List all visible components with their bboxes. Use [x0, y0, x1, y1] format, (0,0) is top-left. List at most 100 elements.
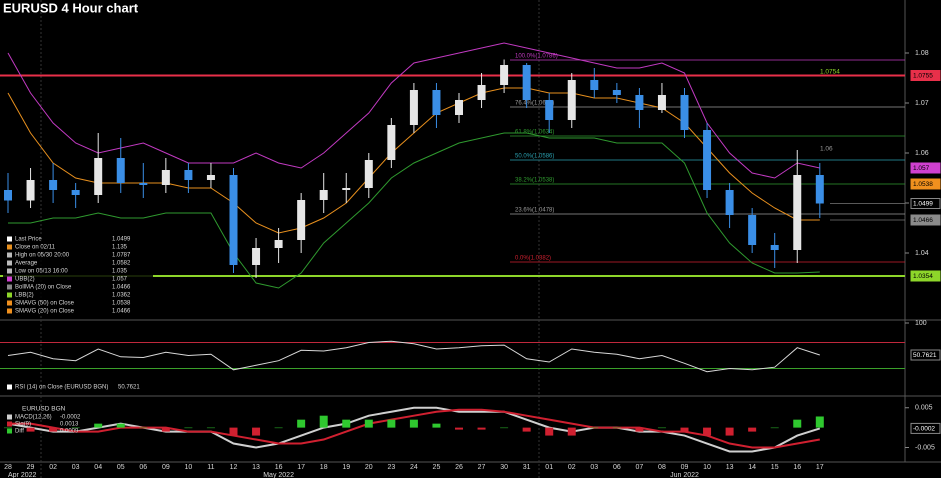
- fib-label: 61.8%(1.0634): [515, 130, 554, 136]
- fib-label: 38.2%(1.0538): [515, 178, 554, 184]
- legend-swatch: [7, 276, 12, 282]
- histogram-bar: [49, 427, 58, 432]
- candle-body: [252, 248, 261, 265]
- price-tag: 1.0466: [913, 217, 933, 224]
- chart-title: EURUSD 4 Hour chart: [3, 0, 139, 15]
- candle-body: [184, 170, 193, 180]
- x-tick-label: 10: [703, 464, 711, 471]
- legend-swatch: [7, 244, 12, 250]
- candle-body: [612, 90, 621, 95]
- x-tick-label: 17: [816, 464, 824, 471]
- histogram-bar: [748, 427, 757, 432]
- x-tick-label: 02: [49, 464, 57, 471]
- histogram-bar: [612, 427, 621, 429]
- legend-swatch: [7, 421, 12, 427]
- legend-value: 0.0009: [60, 429, 79, 435]
- candle-body: [116, 158, 125, 183]
- legend-swatch: [7, 236, 12, 242]
- x-tick-label: 11: [207, 464, 214, 471]
- legend-value: 1.0362: [112, 293, 131, 299]
- candle-body: [94, 158, 103, 195]
- histogram-bar: [387, 419, 396, 428]
- x-tick-label: 29: [27, 464, 35, 471]
- histogram-bar: [793, 419, 802, 428]
- price-tag-box: [910, 349, 941, 361]
- price-tag: 1.057: [913, 165, 930, 172]
- month-label: Apr 2022: [8, 472, 37, 478]
- histogram-bar: [184, 427, 193, 429]
- y-tick-label: 1.04: [915, 250, 929, 257]
- fib-label: 50.0%(1.0586): [515, 154, 554, 160]
- histogram-bar: [500, 427, 509, 429]
- candle-body: [161, 170, 170, 185]
- legend-swatch: [7, 284, 12, 290]
- legend-swatch: [7, 252, 12, 258]
- legend-swatch: [7, 300, 12, 306]
- candle-body: [680, 95, 689, 130]
- x-tick-label: 18: [320, 464, 328, 471]
- x-tick-label: 05: [117, 464, 125, 471]
- candle-body: [342, 188, 351, 190]
- candle-body: [590, 80, 599, 90]
- histogram-bar: [725, 427, 734, 436]
- histogram-bar: [657, 427, 666, 429]
- legend-swatch: [7, 384, 12, 390]
- x-tick-label: 17: [297, 464, 305, 471]
- price-tag-box: [910, 70, 941, 81]
- x-tick-label: 02: [568, 464, 576, 471]
- x-tick-label: 10: [185, 464, 193, 471]
- histogram-bar: [297, 419, 306, 428]
- candle-body: [432, 90, 441, 115]
- candle-body: [4, 190, 12, 201]
- candle-body: [49, 180, 58, 190]
- legend-label: BollMA (20) on Close: [15, 285, 72, 291]
- candle-body: [297, 200, 306, 240]
- y-tick-label: -0.005: [915, 444, 935, 451]
- candle-body: [703, 130, 712, 190]
- legend-label: Last Price: [15, 237, 42, 243]
- x-tick-label: 23: [387, 464, 395, 471]
- histogram-bar: [229, 427, 238, 436]
- y-tick-label: 1.08: [915, 50, 929, 57]
- x-tick-label: 06: [613, 464, 621, 471]
- legend-box: [3, 234, 153, 316]
- legend-label: Low on 05/13 16:00: [15, 269, 68, 275]
- histogram-bar: [770, 427, 779, 429]
- x-tick-label: 24: [410, 464, 418, 471]
- candle-body: [229, 175, 238, 265]
- legend-value: 50.7621: [118, 385, 140, 391]
- histogram-bar: [590, 427, 599, 429]
- series-line: [8, 408, 820, 449]
- candle-body: [748, 215, 757, 245]
- candle-body: [545, 100, 554, 120]
- histogram-bar: [26, 427, 35, 432]
- legend-swatch: [7, 308, 12, 314]
- legend-label: SMAVG (50) on Close: [15, 301, 75, 307]
- legend-value: 1.0499: [112, 237, 131, 243]
- fib-label: 0.0%(1.0382): [515, 256, 551, 262]
- y-tick-label: 1.07: [915, 100, 929, 107]
- candle-body: [409, 90, 418, 125]
- price-tag: -0.0002: [913, 426, 935, 433]
- histogram-bar: [635, 427, 644, 432]
- legend-swatch: [7, 260, 12, 266]
- legend-value: 1.057: [112, 277, 128, 283]
- histogram-bar: [815, 416, 824, 428]
- candle-body: [657, 95, 666, 110]
- x-tick-label: 15: [771, 464, 779, 471]
- annotation: 1.06: [820, 146, 833, 153]
- legend-value: 1.135: [112, 245, 128, 251]
- legend-value: 0.0013: [60, 422, 79, 428]
- x-tick-label: 09: [681, 464, 689, 471]
- histogram-bar: [342, 419, 351, 428]
- legend-label: Sig(9): [15, 422, 31, 428]
- legend-value: 1.0582: [112, 261, 131, 267]
- x-tick-label: 26: [455, 464, 463, 471]
- price-tag-box: [910, 162, 941, 174]
- histogram-bar: [545, 427, 554, 436]
- legend-value: 1.0787: [112, 253, 131, 259]
- price-tag-box: [910, 270, 941, 282]
- x-tick-label: 04: [94, 464, 102, 471]
- candle-body: [364, 160, 373, 188]
